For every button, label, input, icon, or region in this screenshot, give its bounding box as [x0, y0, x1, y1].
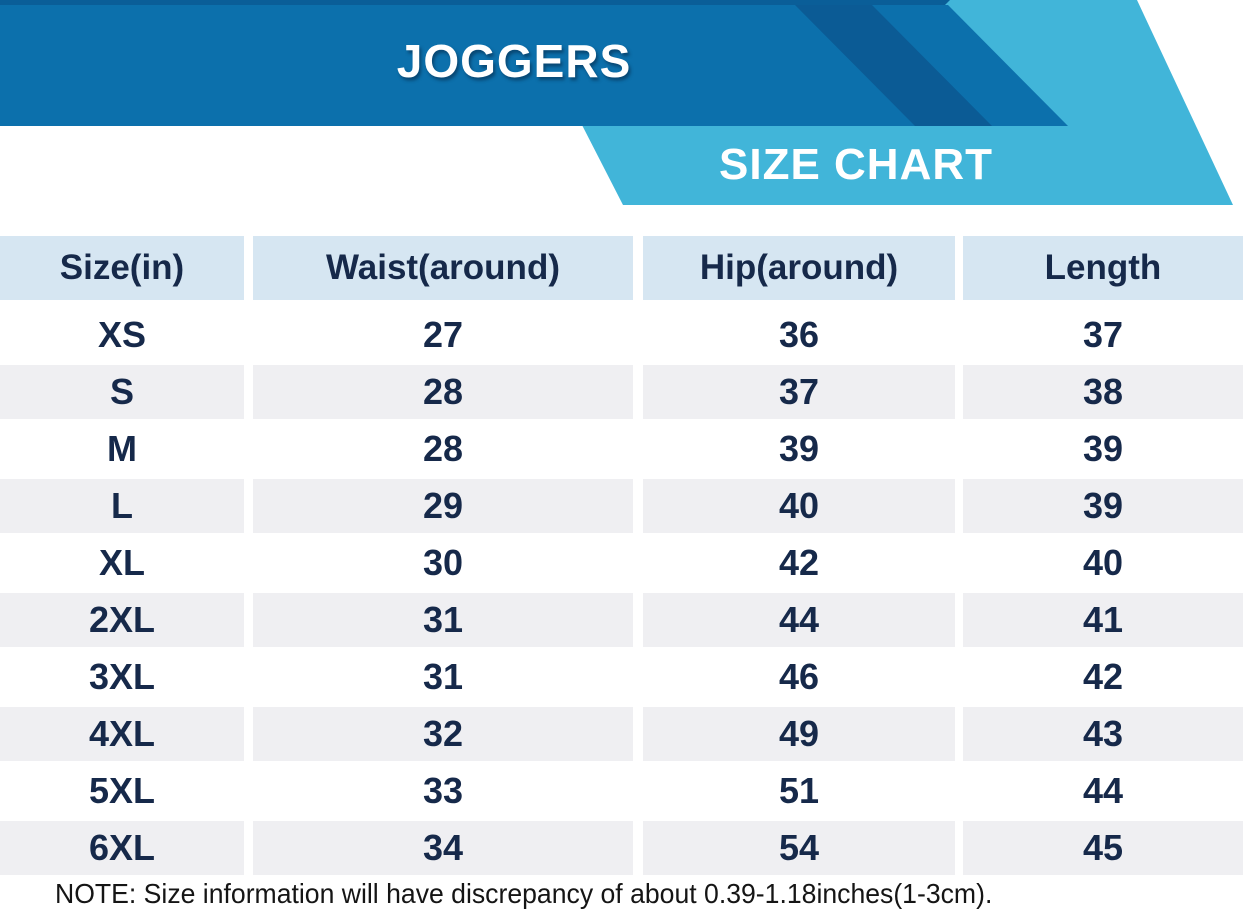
hip-cell: 37	[643, 365, 955, 419]
size-cell: M	[107, 428, 137, 469]
column-header-size: Size(in)	[0, 236, 244, 300]
table-body: XS 27 36 37 S 28 37 38 M 28 39 39 L 29 40 39 XL 30 42 40 2XL…	[0, 308, 1243, 875]
table-header-row: Size(in) Waist(around) Hip(around) Lengt…	[0, 236, 1243, 300]
column-header-length: Length	[963, 236, 1243, 300]
waist-cell: 30	[422, 542, 464, 583]
waist-cell: 29	[253, 479, 633, 533]
table-row-l: L 29 40 39	[0, 479, 1243, 533]
size-cell: S	[0, 365, 244, 419]
waist-cell: 28	[422, 428, 464, 469]
table-row-m: M 28 39 39	[0, 422, 1243, 476]
size-chart-table: Size(in) Waist(around) Hip(around) Lengt…	[0, 236, 1243, 878]
hip-cell: 54	[643, 821, 955, 875]
table-row-s: S 28 37 38	[0, 365, 1243, 419]
table-row-5xl: 5XL 33 51 44	[0, 764, 1243, 818]
hip-cell: 40	[643, 479, 955, 533]
hip-cell: 39	[778, 428, 820, 469]
waist-cell: 27	[422, 314, 464, 355]
length-cell: 39	[963, 479, 1243, 533]
length-cell: 37	[1082, 314, 1124, 355]
waist-cell: 28	[253, 365, 633, 419]
size-cell: 3XL	[88, 656, 156, 697]
size-cell: 4XL	[0, 707, 244, 761]
length-cell: 39	[1082, 428, 1124, 469]
column-header-waist: Waist(around)	[253, 236, 633, 300]
length-cell: 40	[1082, 542, 1124, 583]
length-cell: 42	[1082, 656, 1124, 697]
product-title: JOGGERS	[396, 34, 632, 87]
banner: JOGGERS SIZE CHART	[0, 0, 1243, 210]
hip-cell: 49	[643, 707, 955, 761]
banner-top-edge	[0, 0, 950, 5]
waist-cell: 32	[253, 707, 633, 761]
length-cell: 43	[963, 707, 1243, 761]
waist-cell: 31	[422, 656, 464, 697]
table-row-4xl: 4XL 32 49 43	[0, 707, 1243, 761]
hip-cell: 42	[778, 542, 820, 583]
hip-cell: 46	[778, 656, 820, 697]
size-chart-label: SIZE CHART	[719, 140, 993, 189]
column-header-hip: Hip(around)	[643, 236, 955, 300]
hip-cell: 51	[778, 770, 820, 811]
size-cell: 6XL	[0, 821, 244, 875]
length-cell: 38	[963, 365, 1243, 419]
size-note: NOTE: Size information will have discrep…	[55, 878, 993, 909]
table-row-2xl: 2XL 31 44 41	[0, 593, 1243, 647]
table-row-6xl: 6XL 34 54 45	[0, 821, 1243, 875]
hip-cell: 44	[643, 593, 955, 647]
waist-cell: 31	[253, 593, 633, 647]
size-cell: XS	[97, 314, 147, 355]
waist-cell: 34	[253, 821, 633, 875]
length-cell: 45	[963, 821, 1243, 875]
length-cell: 44	[1082, 770, 1124, 811]
length-cell: 41	[963, 593, 1243, 647]
table-row-xs: XS 27 36 37	[0, 308, 1243, 362]
size-cell: 5XL	[88, 770, 156, 811]
waist-cell: 33	[422, 770, 464, 811]
size-cell: XL	[98, 542, 145, 583]
hip-cell: 36	[778, 314, 820, 355]
size-cell: 2XL	[0, 593, 244, 647]
size-cell: L	[0, 479, 244, 533]
table-row-xl: XL 30 42 40	[0, 536, 1243, 590]
table-row-3xl: 3XL 31 46 42	[0, 650, 1243, 704]
